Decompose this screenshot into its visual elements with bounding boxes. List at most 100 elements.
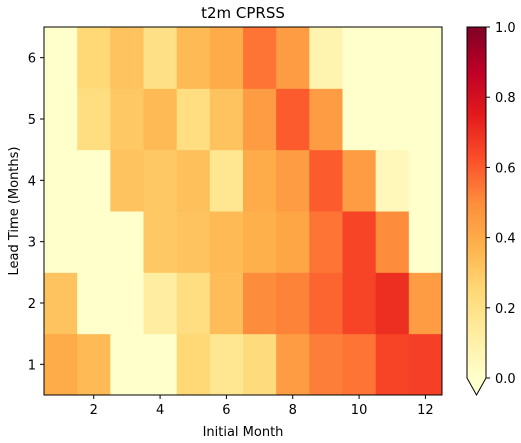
x-tick-label: 2 xyxy=(90,403,98,418)
heatmap-cell xyxy=(243,88,277,151)
heatmap-cell xyxy=(276,149,310,212)
heatmap-cells xyxy=(44,27,443,396)
y-tick-label: 5 xyxy=(28,113,36,128)
heatmap-cell xyxy=(176,27,211,89)
heatmap-cell xyxy=(342,149,377,212)
heatmap-cell xyxy=(309,27,343,89)
heatmap-cell xyxy=(143,149,178,212)
heatmap-cell xyxy=(110,149,144,212)
heatmap-cell xyxy=(342,272,377,335)
heatmap-cell xyxy=(176,272,211,335)
heatmap-cell xyxy=(143,211,178,273)
heatmap-cell xyxy=(77,88,111,151)
heatmap-cell xyxy=(209,27,244,89)
heatmap-cell xyxy=(375,27,410,89)
heatmap-cell xyxy=(276,27,310,89)
x-axis-label: Initial Month xyxy=(203,425,284,440)
heatmap-cell xyxy=(276,88,310,151)
heatmap-cell xyxy=(276,333,310,396)
heatmap-cell xyxy=(77,333,111,396)
heatmap-cell xyxy=(309,333,343,396)
x-axis: 2 4 6 8 10 12 xyxy=(90,395,434,418)
heatmap-cell xyxy=(44,27,78,89)
y-tick-label: 1 xyxy=(28,358,36,373)
colorbar-tick-label: 0.4 xyxy=(495,232,516,247)
heatmap-cell xyxy=(44,149,78,212)
heatmap-cell xyxy=(342,27,377,89)
heatmap-cell xyxy=(375,149,410,212)
colorbar-tick-label: 0.6 xyxy=(495,161,516,176)
heatmap-cell xyxy=(209,333,244,396)
heatmap-cell xyxy=(309,211,343,273)
heatmap-cell xyxy=(176,333,211,396)
heatmap-cell xyxy=(143,27,178,89)
heatmap-cell xyxy=(342,333,377,396)
heatmap-cell xyxy=(44,88,78,151)
colorbar-outline xyxy=(466,26,487,397)
x-tick-label: 8 xyxy=(289,403,297,418)
heatmap-cell xyxy=(375,272,410,335)
x-tick-label: 6 xyxy=(222,403,230,418)
chart-title: t2m CPRSS xyxy=(201,4,285,22)
x-tick-label: 12 xyxy=(417,403,434,418)
heatmap-cell xyxy=(243,333,277,396)
heatmap-cell xyxy=(110,211,144,273)
heatmap-cell xyxy=(243,211,277,273)
heatmap-cell xyxy=(408,88,443,151)
colorbar-gradient xyxy=(467,27,486,378)
colorbar xyxy=(466,26,487,397)
heatmap-cell xyxy=(77,211,111,273)
heatmap-cell xyxy=(309,149,343,212)
heatmap-cell xyxy=(176,149,211,212)
heatmap-cell xyxy=(243,149,277,212)
colorbar-tick-label: 0.8 xyxy=(495,91,516,106)
heatmap-cell xyxy=(375,333,410,396)
heatmap-cell xyxy=(342,88,377,151)
colorbar-extend-min xyxy=(467,378,486,395)
heatmap-cell xyxy=(408,333,443,396)
heatmap-cell xyxy=(110,272,144,335)
heatmap-cell xyxy=(342,211,377,273)
heatmap-cell xyxy=(209,88,244,151)
heatmap-cell xyxy=(44,211,78,273)
heatmap-cell xyxy=(408,27,443,89)
heatmap-cell xyxy=(209,272,244,335)
heatmap-cell xyxy=(110,27,144,89)
heatmap-cell xyxy=(408,149,443,212)
heatmap-cell xyxy=(110,333,144,396)
heatmap-cell xyxy=(243,27,277,89)
heatmap-cell xyxy=(143,333,178,396)
heatmap-cell xyxy=(176,88,211,151)
heatmap-cell xyxy=(110,88,144,151)
heatmap-cell xyxy=(77,27,111,89)
heatmap-cell xyxy=(209,149,244,212)
heatmap-cell xyxy=(143,88,178,151)
heatmap-cell xyxy=(176,211,211,273)
heatmap-cell xyxy=(143,272,178,335)
heatmap-cell xyxy=(309,272,343,335)
colorbar-ticks: 0.0 0.2 0.4 0.6 0.8 1.0 xyxy=(486,21,516,387)
heatmap-cell xyxy=(44,272,78,335)
heatmap-cell xyxy=(375,211,410,273)
heatmap-cell xyxy=(44,333,78,396)
y-axis: 1 2 3 4 5 6 xyxy=(28,52,44,373)
heatmap-cell xyxy=(309,88,343,151)
heatmap-cell xyxy=(276,272,310,335)
x-tick-label: 10 xyxy=(351,403,368,418)
colorbar-tick-label: 1.0 xyxy=(495,21,516,36)
heatmap-cell xyxy=(375,88,410,151)
colorbar-tick-label: 0.0 xyxy=(495,372,516,387)
x-tick-label: 4 xyxy=(156,403,164,418)
plot-frame xyxy=(43,26,443,396)
heatmap-cell xyxy=(408,272,443,335)
colorbar-tick-label: 0.2 xyxy=(495,302,516,317)
y-axis-label: Lead Time (Months) xyxy=(7,147,22,276)
heatmap-cell xyxy=(77,149,111,212)
y-tick-label: 2 xyxy=(28,297,36,312)
y-tick-label: 4 xyxy=(28,174,36,189)
y-tick-label: 6 xyxy=(28,52,36,67)
heatmap-cell xyxy=(243,272,277,335)
heatmap-cell xyxy=(77,272,111,335)
heatmap-cell xyxy=(276,211,310,273)
